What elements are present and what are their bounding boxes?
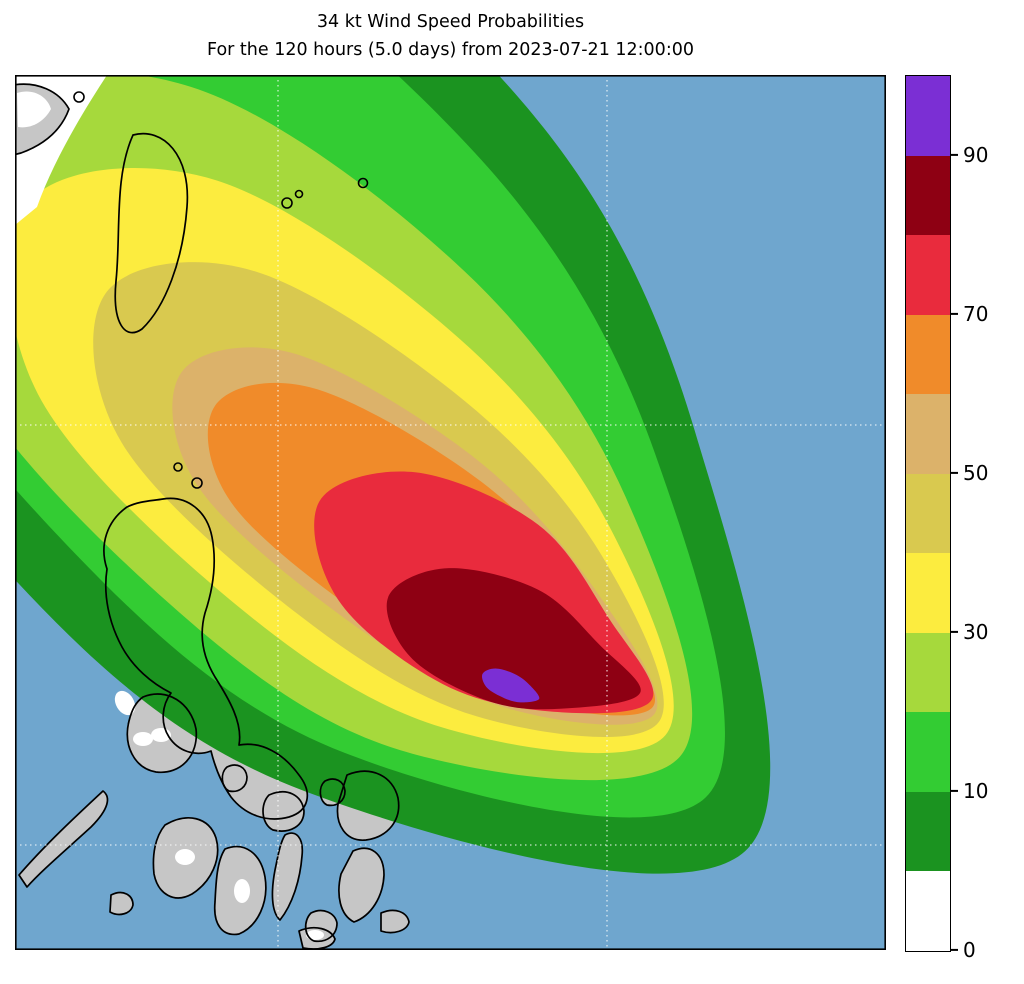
probability-map-svg (15, 75, 886, 950)
islet (173, 462, 183, 472)
colorbar-tick (950, 948, 958, 952)
colorbar-tick-label: 10 (963, 778, 989, 803)
colorbar-tick (950, 153, 958, 156)
prob-band-90-100 (481, 668, 540, 703)
terrain-highlight (17, 91, 51, 128)
colorbar-segment-20-30 (906, 632, 950, 713)
low-probability-corner (15, 75, 107, 225)
coastlines-layer (15, 83, 410, 950)
colorbar-segment-60-70 (906, 314, 950, 395)
terrain-highlight (234, 879, 250, 903)
map-border (15, 75, 886, 950)
colorbar-tick (950, 789, 958, 792)
colorbar-segment-90-100 (906, 76, 950, 156)
colorbar-tick-label: 50 (963, 460, 989, 485)
colorbar-segment-30-40 (906, 553, 950, 633)
colorbar-segment-10-20 (906, 712, 950, 792)
colorbar-tick-label: 70 (963, 301, 989, 326)
islet (191, 477, 203, 489)
probability-bands-layer (15, 75, 771, 874)
colorbar-ticks: 0 10 30 50 70 90 (950, 75, 1020, 962)
colorbar (905, 75, 951, 952)
prob-band-80-90 (386, 568, 641, 710)
islet (357, 177, 369, 189)
colorbar-tick (950, 312, 958, 315)
gridlines-layer (15, 75, 886, 950)
islet (73, 91, 85, 103)
colorbar-segment-50-60 (906, 394, 950, 474)
terrain-highlight (306, 930, 324, 940)
islet (281, 197, 293, 209)
terrain-highlight (175, 849, 195, 865)
chart-title: 34 kt Wind Speed Probabilities (316, 12, 585, 32)
colorbar-tick-label: 90 (963, 142, 989, 167)
islet (294, 189, 304, 199)
colorbar-tick (950, 630, 958, 633)
chart-title-block: 34 kt Wind Speed Probabilities For the 1… (15, 8, 886, 64)
colorbar-segment-40-50 (906, 473, 950, 554)
colorbar-tick-label: 0 (963, 938, 976, 962)
colorbar-segment-5-10 (906, 791, 950, 872)
map-axes (15, 75, 886, 950)
terrain-highlight (133, 732, 153, 746)
chart-subtitle: For the 120 hours (5.0 days) from 2023-0… (207, 40, 694, 60)
terrain-highlight (114, 690, 136, 716)
colorbar-segment-80-90 (906, 155, 950, 236)
colorbar-segment-0-5 (906, 871, 950, 951)
colorbar-segment-70-80 (906, 235, 950, 315)
colorbar-tick (950, 471, 958, 474)
colorbar-tick-label: 30 (963, 619, 989, 644)
